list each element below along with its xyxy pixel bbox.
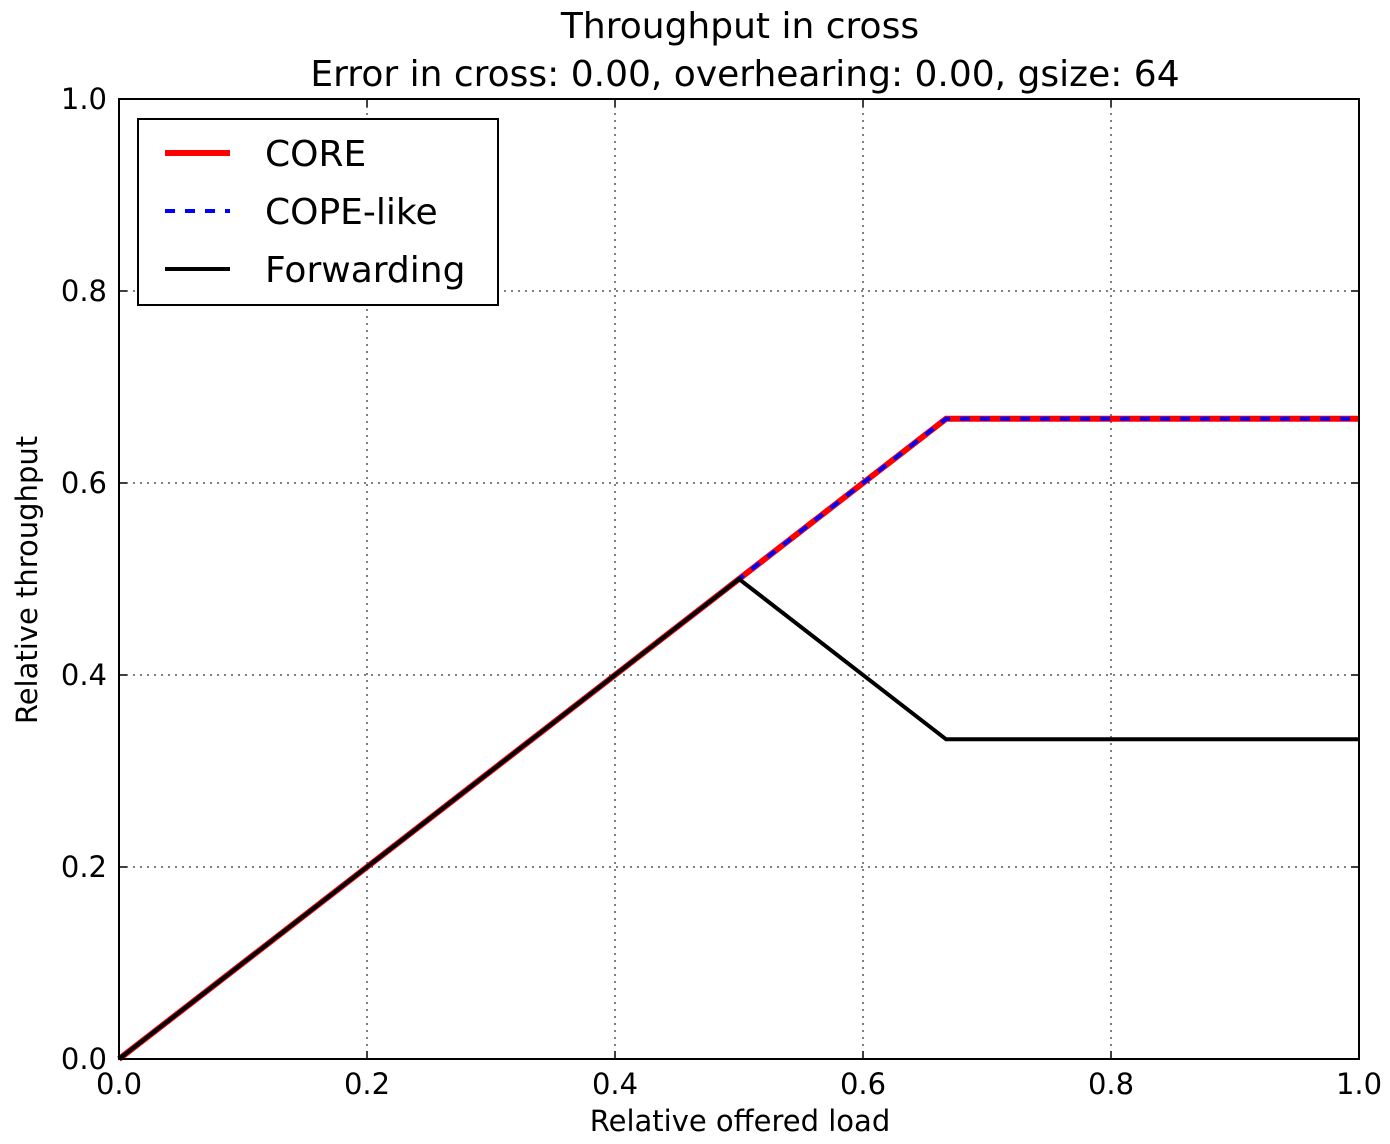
legend-label-cope-like: COPE-like [265, 192, 438, 233]
y-tick-label: 0.0 [61, 1042, 107, 1076]
chart-title: Throughput in cross [560, 6, 919, 47]
legend-label-core: CORE [265, 134, 366, 175]
y-tick-label: 0.4 [61, 658, 107, 692]
x-axis-label: Relative offered load [590, 1104, 890, 1138]
legend-label-forwarding: Forwarding [265, 250, 465, 291]
chart-subtitle: Error in cross: 0.00, overhearing: 0.00,… [310, 54, 1179, 95]
x-tick-label: 1.0 [1336, 1067, 1382, 1101]
legend: CORE COPE-like Forwarding [137, 118, 499, 306]
y-tick-label: 1.0 [61, 82, 107, 116]
x-tick-label: 0.8 [1088, 1067, 1134, 1101]
y-tick-label: 0.2 [61, 850, 107, 884]
y-axis-label: Relative throughput [10, 436, 44, 724]
x-tick-label: 0.6 [840, 1067, 886, 1101]
plot-frame [118, 98, 1360, 1060]
y-tick-label: 0.8 [61, 274, 107, 308]
plot-area: 0.0 0.2 0.4 0.6 0.8 1.0 0.0 0.2 0.4 0.6 0.8 1.0 [61, 82, 1382, 1101]
x-tick-label: 0.2 [344, 1067, 390, 1101]
x-tick-label: 0.4 [592, 1067, 638, 1101]
y-tick-label: 0.6 [61, 466, 107, 500]
x-tick-label: 0.0 [96, 1067, 142, 1101]
series-line-forwarding [117, 576, 1359, 1061]
